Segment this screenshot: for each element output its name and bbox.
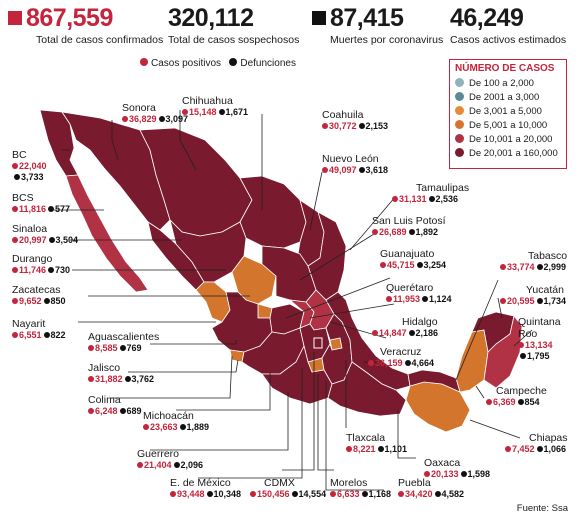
state-label-michoacan: Michoacán 23,663 1,889: [143, 410, 210, 432]
stat-confirmed-label: Total de casos confirmados: [36, 34, 164, 46]
state-label-tamaulipas: Tamaulipas 31,131 2,536: [392, 182, 469, 205]
region-aguascalientes: [257, 303, 273, 319]
legend-swatch-icon: [455, 134, 464, 143]
legend-row-label: De 20,001 a 160,000: [469, 148, 558, 159]
state-label-veracruz: Veracruz 36,159 4,664: [368, 346, 434, 369]
cases-legend: NÚMERO DE CASOS De 100 a 2,000 De 2001 a…: [449, 59, 567, 169]
state-label-hidalgo: Hidalgo 14,847 2,186: [372, 316, 438, 339]
state-label-sinaloa: Sinaloa 20,997 3,504: [12, 223, 79, 245]
state-label-puebla: Puebla 34,420 4,582: [398, 477, 465, 499]
state-label-aguascalientes: Aguascalientes 8,585 769: [88, 331, 160, 353]
state-label-zacatecas: Zacatecas 9,652 850: [12, 284, 66, 306]
state-label-guerrero: Guerrero 21,404 2,096: [137, 448, 204, 470]
state-label-nayarit: Nayarit 6,551 822: [12, 318, 66, 340]
state-label-guanajuato: Guanajuato 45,715 3,254: [380, 248, 447, 270]
legend-row-label: De 2001 a 3,000: [469, 92, 540, 103]
legend-swatch-icon: [455, 106, 464, 115]
legend-row-label: De 10,001 a 20,000: [469, 134, 553, 145]
stat-suspected: 320,112 Total de casos sospechosos: [168, 4, 299, 47]
state-label-chihuahua: Chihuahua 15,148 1,671: [182, 95, 249, 117]
region-coahuila: [239, 175, 307, 249]
region-bcs: [65, 174, 149, 293]
state-label-tlaxcala: Tlaxcala 8,221 1,101: [346, 432, 408, 454]
legend-swatch-icon: [455, 92, 464, 101]
region-cdmx: [313, 337, 323, 349]
region-nayarit: [195, 281, 231, 323]
deaths-dot-icon: [229, 58, 238, 66]
state-label-yucatan: Yucatán 20,595 1,734: [500, 284, 566, 307]
legend-swatch-icon: [455, 148, 464, 157]
legend-swatch-icon: [455, 120, 464, 129]
source-note: Fuente: Ssa: [516, 503, 568, 514]
stat-active-value: 46,249: [450, 4, 524, 32]
series-legend: Casos positivos Defunciones: [140, 58, 296, 69]
legend-row: De 20,001 a 160,000: [455, 147, 561, 161]
legend-row-label: De 100 a 2,000: [469, 78, 534, 89]
stat-active-label: Casos activos estimados: [450, 34, 567, 46]
state-label-bc: BC 22,040 3,733: [12, 149, 47, 182]
region-guerrero: [261, 344, 333, 405]
stat-deaths-value: 87,415: [330, 4, 404, 32]
stat-confirmed: 867,559 Total de casos confirmados: [8, 4, 163, 47]
state-label-quintana-roo: Quintana Roo 13,134 1,795: [518, 316, 561, 361]
state-label-bcs: BCS 11,816 577: [12, 192, 71, 214]
legend-row: De 100 a 2,000: [455, 77, 561, 91]
legend-positive-label: Casos positivos: [151, 58, 222, 69]
state-label-queretaro: Querétaro 11,953 1,124: [386, 282, 452, 304]
legend-row: De 5,001 a 10,000: [455, 119, 561, 133]
stat-active: 46,249 Casos activos estimados: [450, 4, 566, 47]
legend-deaths-label: Defunciones: [240, 58, 296, 69]
leader-lines: [52, 110, 533, 491]
legend-row: De 2001 a 3,000: [455, 91, 561, 105]
region-quintana-roo: [483, 315, 523, 389]
state-label-nuevo-leon: Nuevo León 49,097 3,618: [322, 153, 389, 175]
state-label-colima: Colima 6,248 689: [88, 394, 142, 416]
state-label-durango: Durango 11,746 730: [12, 253, 71, 275]
stat-deaths: 87,415 Muertes por coronavirus: [312, 4, 443, 47]
legend-row: De 10,001 a 20,000: [455, 133, 561, 147]
state-label-tabasco: Tabasco 33,774 2,999: [500, 250, 567, 273]
cases-legend-title: NÚMERO DE CASOS: [455, 63, 555, 74]
legend-row: De 3,001 a 5,000: [455, 105, 561, 119]
state-label-morelos: Morelos 6,633 1,168: [330, 477, 392, 499]
legend-swatch-icon: [455, 78, 464, 87]
state-label-campeche: Campeche 6,369 854: [486, 385, 547, 408]
state-label-cdmx: CDMX 150,456 14,554: [250, 477, 326, 500]
state-label-sonora: Sonora 36,829 3,097: [122, 102, 189, 124]
region-campeche: [455, 329, 489, 393]
stat-suspected-value: 320,112: [168, 4, 254, 32]
red-square-icon: [8, 11, 22, 25]
state-label-jalisco: Jalisco 31,882 3,762: [88, 362, 155, 384]
legend-row-label: De 3,001 a 5,000: [469, 106, 542, 117]
state-label-chiapas: Chiapas 7,452 1,066: [505, 432, 568, 455]
stat-confirmed-value: 867,559: [26, 4, 113, 32]
positive-dot-icon: [140, 58, 148, 66]
state-label-oaxaca: Oaxaca 20,133 1,598: [424, 457, 491, 479]
legend-row-label: De 5,001 a 10,000: [469, 120, 548, 131]
state-label-slp: San Luis Potosí 26,689 1,892: [372, 215, 446, 237]
black-square-icon: [312, 11, 326, 25]
state-label-edomex: E. de México 93,448 10,348: [170, 477, 242, 499]
stat-deaths-label: Muertes por coronavirus: [330, 34, 444, 46]
state-label-coahuila: Coahuila 30,772 2,153: [322, 109, 389, 131]
stat-suspected-label: Total de casos sospechosos: [168, 34, 300, 46]
